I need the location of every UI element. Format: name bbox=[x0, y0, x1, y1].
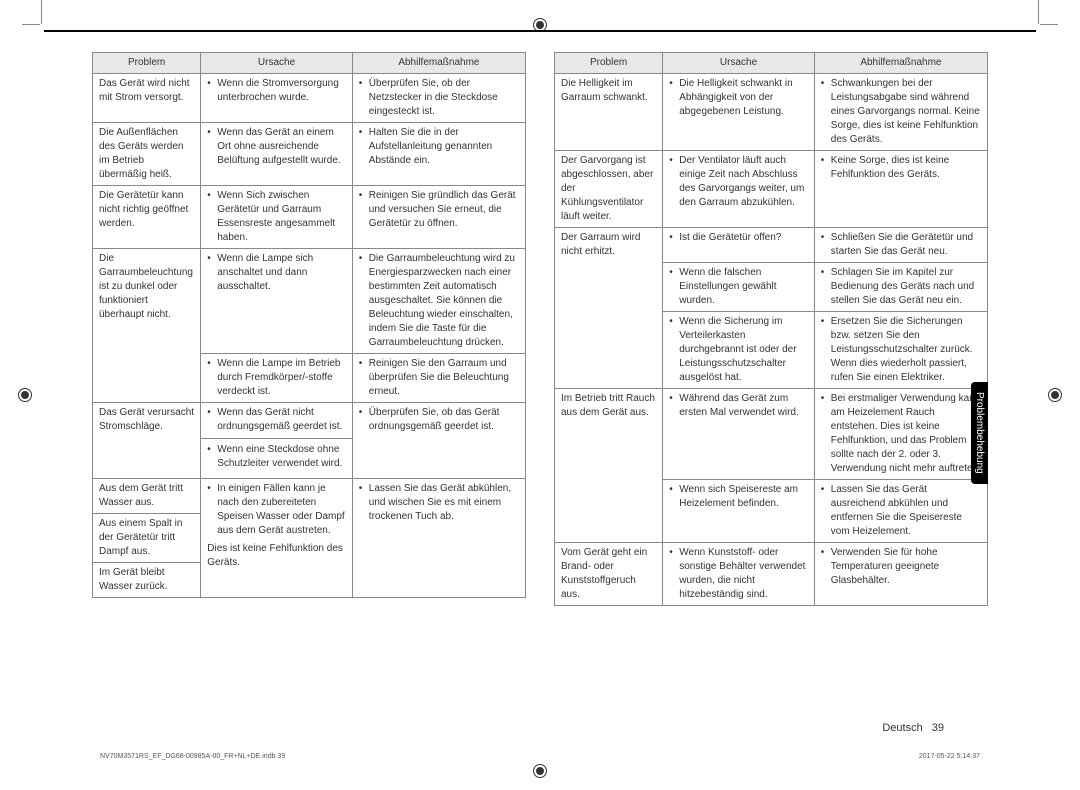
page-spread: Problem Ursache Abhilfemaßnahme Das Gerä… bbox=[44, 30, 1036, 770]
th-cause: Ursache bbox=[663, 53, 815, 74]
table-row: Das Gerät verursacht Stromschläge. Wenn … bbox=[93, 403, 526, 479]
troubleshoot-table-right: Problem Ursache Abhilfemaßnahme Die Hell… bbox=[554, 52, 988, 606]
th-action: Abhilfemaßnahme bbox=[352, 53, 525, 74]
table-row: Der Garraum wird nicht erhitzt. Ist die … bbox=[555, 228, 988, 263]
th-problem: Problem bbox=[555, 53, 663, 74]
registration-mark-icon bbox=[1048, 388, 1062, 402]
section-tab: Problembehebung bbox=[971, 382, 988, 484]
table-row: Vom Gerät geht ein Brand- oder Kunststof… bbox=[555, 543, 988, 606]
table-row: Das Gerät wird nicht mit Strom versorgt.… bbox=[93, 74, 526, 123]
table-row: Der Garvorgang ist abgeschlossen, aber d… bbox=[555, 151, 988, 228]
registration-mark-icon bbox=[18, 388, 32, 402]
footer-lang: Deutsch bbox=[882, 722, 922, 734]
th-action: Abhilfemaßnahme bbox=[814, 53, 987, 74]
table-row: Aus dem Gerät tritt Wasser aus. Aus eine… bbox=[93, 479, 526, 598]
table-row: Die Außenflächen des Geräts werden im Be… bbox=[93, 123, 526, 186]
troubleshoot-table-left: Problem Ursache Abhilfemaßnahme Das Gerä… bbox=[92, 52, 526, 598]
table-row: Die Helligkeit im Garraum schwankt. Die … bbox=[555, 74, 988, 151]
page-footer: Deutsch 39 bbox=[882, 722, 944, 734]
table-row: Die Garraumbeleuchtung ist zu dunkel ode… bbox=[93, 249, 526, 354]
print-meta-right: 2017-05-22 5:14:37 bbox=[919, 753, 980, 760]
print-meta-left: NV70M3571RS_EF_DG68-00985A-00_FR+NL+DE.i… bbox=[100, 753, 285, 760]
right-column: Problem Ursache Abhilfemaßnahme Die Hell… bbox=[554, 52, 988, 606]
left-column: Problem Ursache Abhilfemaßnahme Das Gerä… bbox=[92, 52, 526, 606]
table-row: Die Gerätetür kann nicht richtig geöffne… bbox=[93, 186, 526, 249]
table-row: Im Betrieb tritt Rauch aus dem Gerät aus… bbox=[555, 389, 988, 480]
th-problem: Problem bbox=[93, 53, 201, 74]
th-cause: Ursache bbox=[201, 53, 353, 74]
footer-page: 39 bbox=[932, 722, 944, 734]
